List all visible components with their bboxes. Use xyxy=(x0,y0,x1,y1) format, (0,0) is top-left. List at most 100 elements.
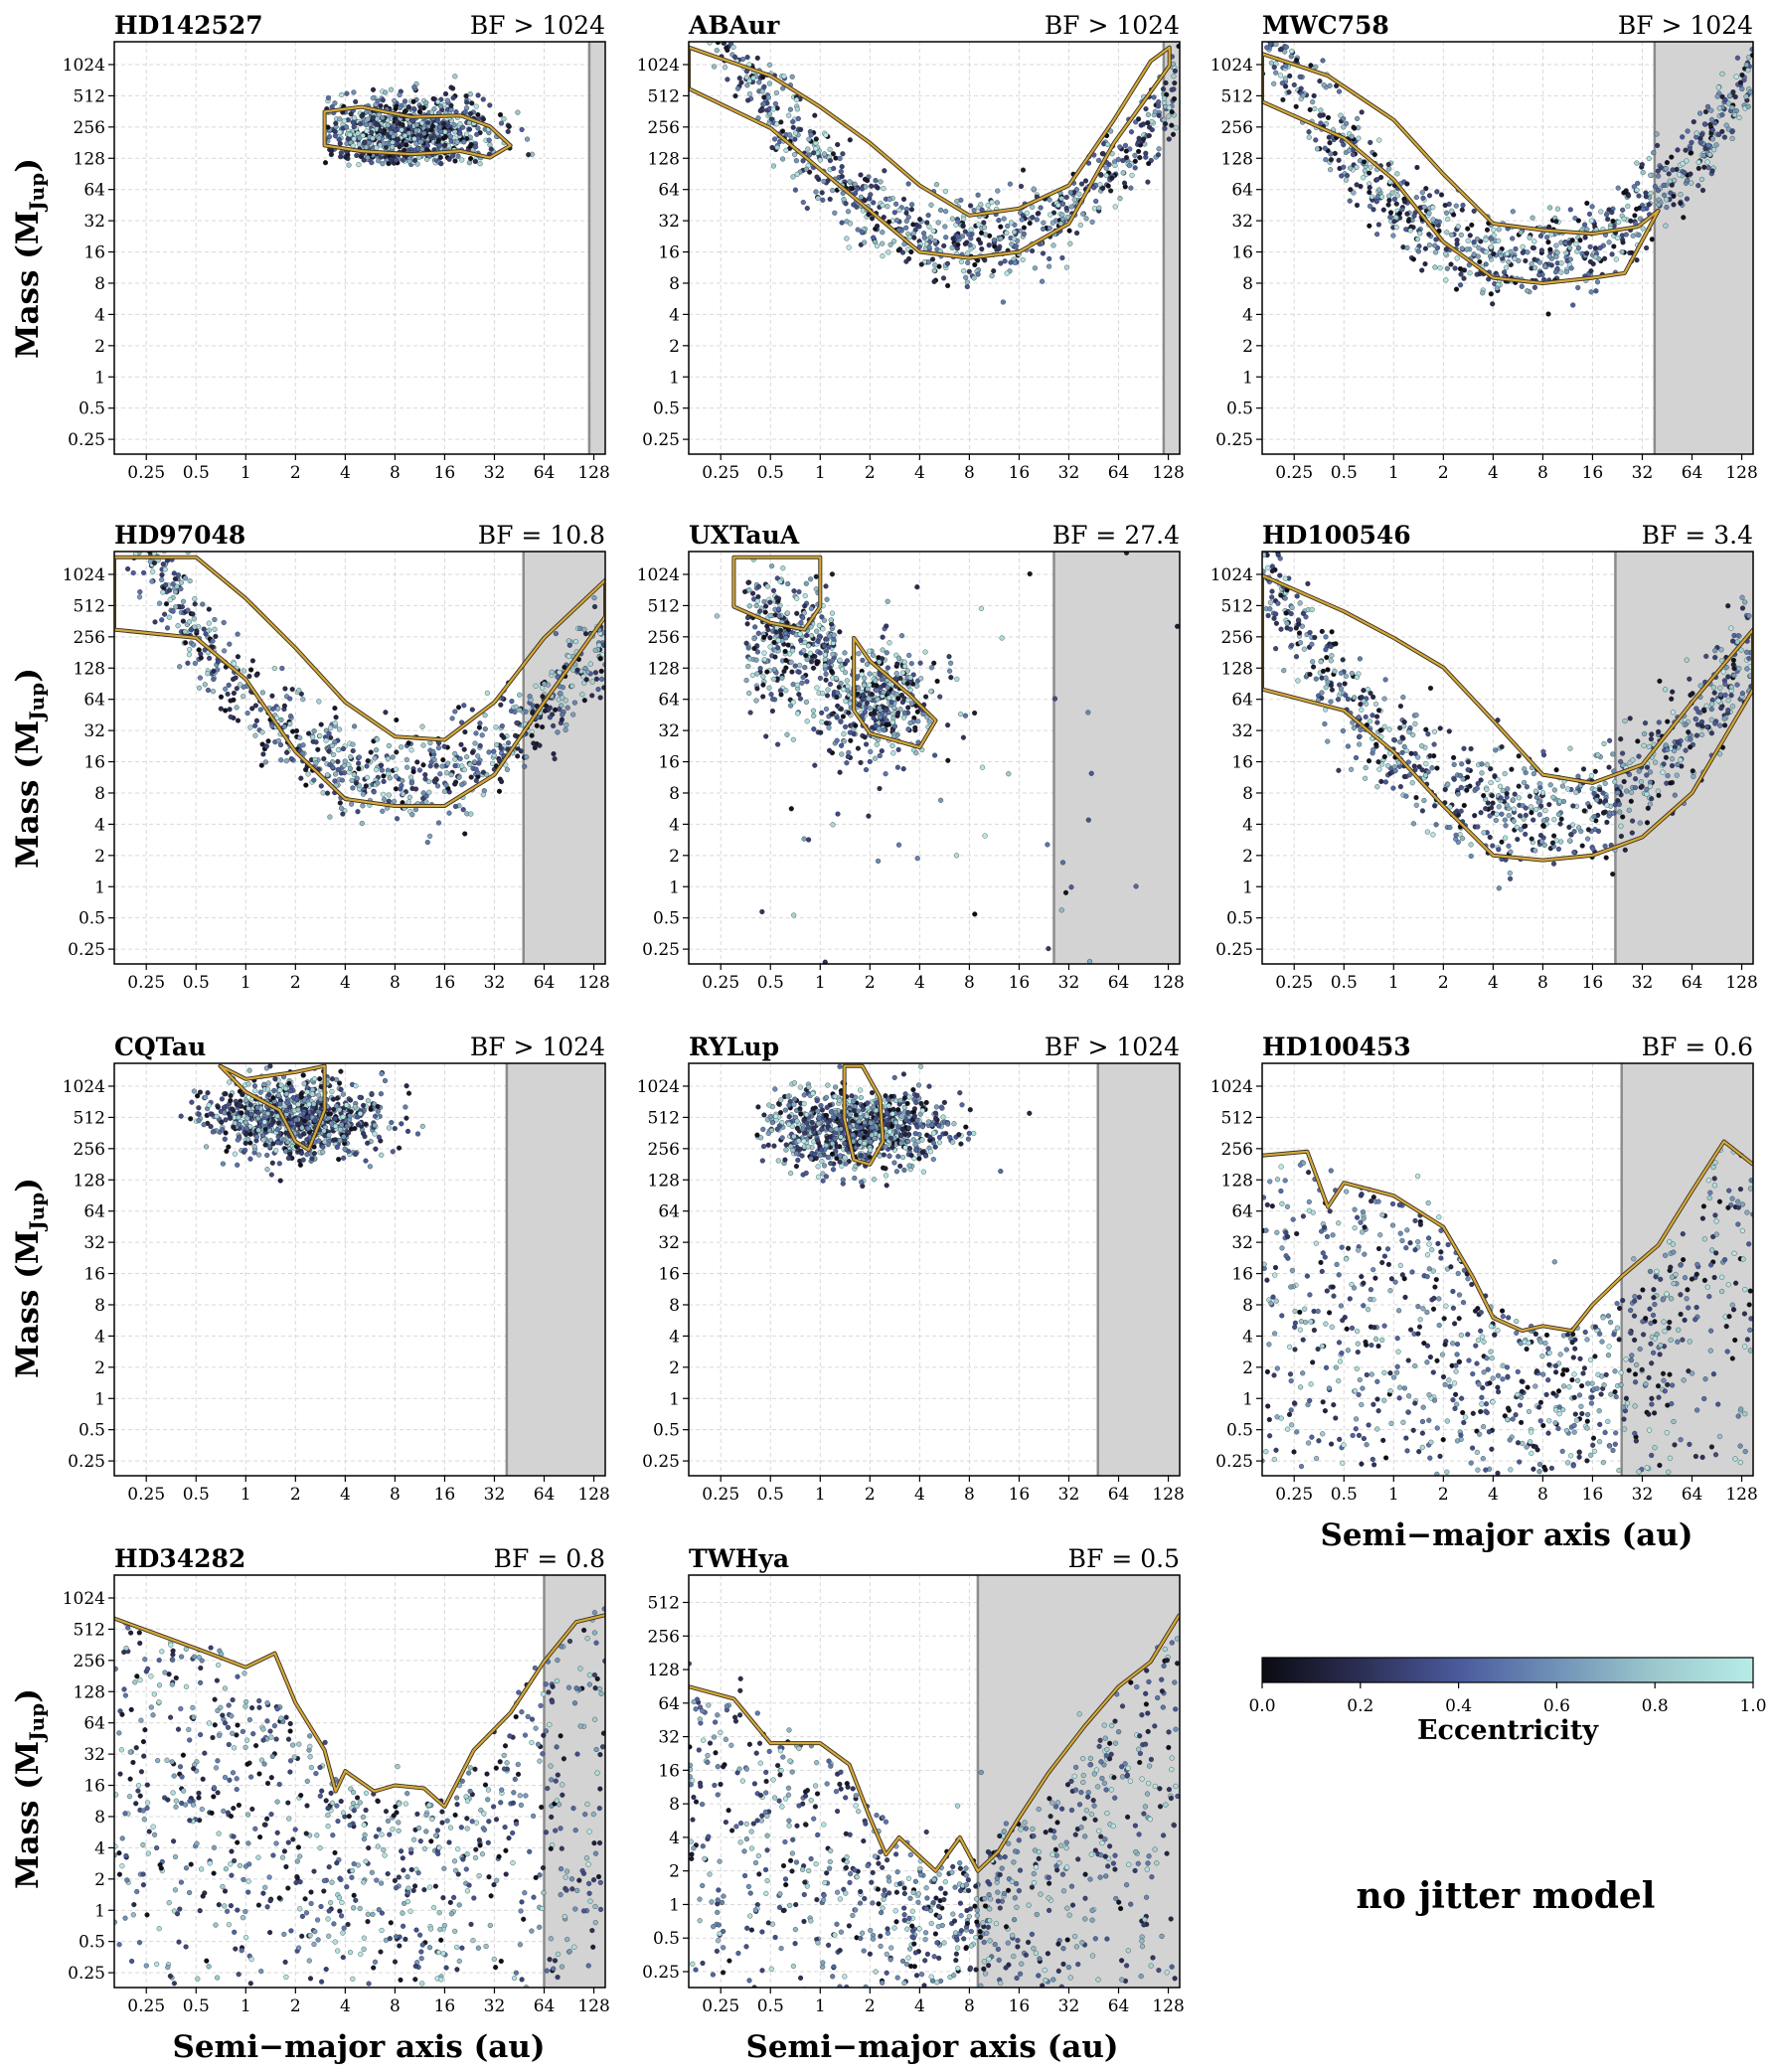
sample-point xyxy=(1343,673,1349,679)
sample-point xyxy=(421,130,427,136)
sample-point xyxy=(375,780,381,786)
sample-point xyxy=(338,154,344,160)
sample-point xyxy=(450,95,456,101)
sample-point xyxy=(1496,804,1502,810)
sample-point xyxy=(1618,833,1624,840)
sample-point xyxy=(926,718,932,724)
sample-point xyxy=(795,115,801,121)
sample-point xyxy=(1332,668,1338,675)
sample-point xyxy=(1494,285,1500,291)
sample-point xyxy=(1170,131,1177,137)
sample-point xyxy=(1328,167,1334,173)
sample-point xyxy=(1390,233,1396,239)
sample-point xyxy=(1531,284,1537,290)
sample-point xyxy=(1328,699,1334,705)
x-ticks: 0.25 0.5 1 2 4 8 16 32 64 128 xyxy=(127,454,610,483)
y-tick-label: 8 xyxy=(669,784,680,804)
sample-point xyxy=(780,85,786,91)
sample-point xyxy=(910,222,916,228)
sample-point xyxy=(1713,142,1719,148)
sample-point xyxy=(1595,828,1602,834)
sample-point xyxy=(1297,640,1304,646)
sample-point xyxy=(1609,251,1615,257)
sample-point xyxy=(1697,110,1703,116)
sample-point xyxy=(420,790,426,796)
sample-point xyxy=(886,695,892,701)
sample-point xyxy=(1277,572,1283,578)
sample-point xyxy=(764,583,770,589)
sample-point xyxy=(769,144,775,151)
sample-point xyxy=(1703,653,1709,659)
sample-point xyxy=(411,157,418,163)
sample-point xyxy=(565,653,571,660)
sample-point xyxy=(1149,127,1155,133)
sample-point xyxy=(592,670,598,676)
sample-point xyxy=(846,244,852,250)
sample-point xyxy=(1448,261,1454,267)
sample-point xyxy=(589,693,595,699)
sample-point xyxy=(1656,173,1662,179)
sample-point xyxy=(1321,82,1327,88)
sample-point xyxy=(496,788,503,794)
sample-point xyxy=(1476,245,1482,251)
sample-point xyxy=(777,627,784,633)
sample-point xyxy=(1684,196,1691,202)
sample-point xyxy=(757,608,763,614)
sample-point xyxy=(891,705,897,712)
y-tick-label: 512 xyxy=(648,86,680,106)
sample-point xyxy=(598,668,604,674)
posterior-samples xyxy=(1262,42,1753,317)
sample-point xyxy=(397,144,403,150)
sample-point xyxy=(357,121,364,127)
sample-point xyxy=(524,754,530,760)
sample-point xyxy=(851,731,857,737)
y-tick-label: 1024 xyxy=(1210,56,1253,76)
sample-point xyxy=(814,628,820,634)
sample-point xyxy=(1162,125,1168,131)
panel-MWC758: 0.25 0.5 1 2 4 8 16 32 64 12810245122561286432168… xyxy=(1210,11,1758,483)
sample-point xyxy=(1734,682,1740,688)
sample-point xyxy=(941,242,947,248)
bayes-factor: BF = 10.8 xyxy=(478,521,605,550)
sample-point xyxy=(1271,80,1277,86)
sample-point xyxy=(1096,157,1102,163)
sample-point xyxy=(1391,196,1397,203)
sample-point xyxy=(896,246,903,252)
sample-point xyxy=(393,105,399,112)
sample-point xyxy=(337,129,343,135)
sample-point xyxy=(150,568,156,574)
sample-point xyxy=(1341,115,1347,122)
contour xyxy=(114,556,605,808)
sample-point xyxy=(971,208,977,214)
sample-point xyxy=(1434,219,1440,226)
sample-point xyxy=(1414,237,1420,242)
panel-HD142527: 0.25 0.5 1 2 4 8 16 32 64 12810245122561286432168… xyxy=(63,11,610,483)
sample-point xyxy=(529,732,535,738)
sample-point xyxy=(287,720,293,726)
sample-point xyxy=(794,96,800,102)
sample-point xyxy=(475,753,481,759)
sample-point xyxy=(452,763,458,769)
sample-point xyxy=(1310,99,1316,105)
sample-point xyxy=(442,90,449,97)
sample-point xyxy=(1273,70,1279,76)
sample-point xyxy=(1369,194,1374,200)
sample-point xyxy=(517,692,523,698)
sample-point xyxy=(1281,668,1287,674)
sample-point xyxy=(475,125,481,131)
y-tick-label: 128 xyxy=(1221,149,1253,169)
x-tick-label: 128 xyxy=(577,973,609,993)
sample-point xyxy=(1742,599,1748,605)
x-tick-label: 0.25 xyxy=(1275,463,1313,483)
sample-point xyxy=(928,689,934,695)
sample-point xyxy=(1012,230,1018,236)
sample-point xyxy=(1268,60,1274,66)
y-tick-label: 128 xyxy=(648,149,680,169)
sample-point xyxy=(1570,302,1576,308)
sample-point xyxy=(811,713,817,718)
sample-point xyxy=(891,723,898,729)
sample-point xyxy=(367,121,374,127)
sample-point xyxy=(1011,236,1017,241)
sample-point xyxy=(350,741,356,747)
sample-point xyxy=(1525,249,1531,255)
